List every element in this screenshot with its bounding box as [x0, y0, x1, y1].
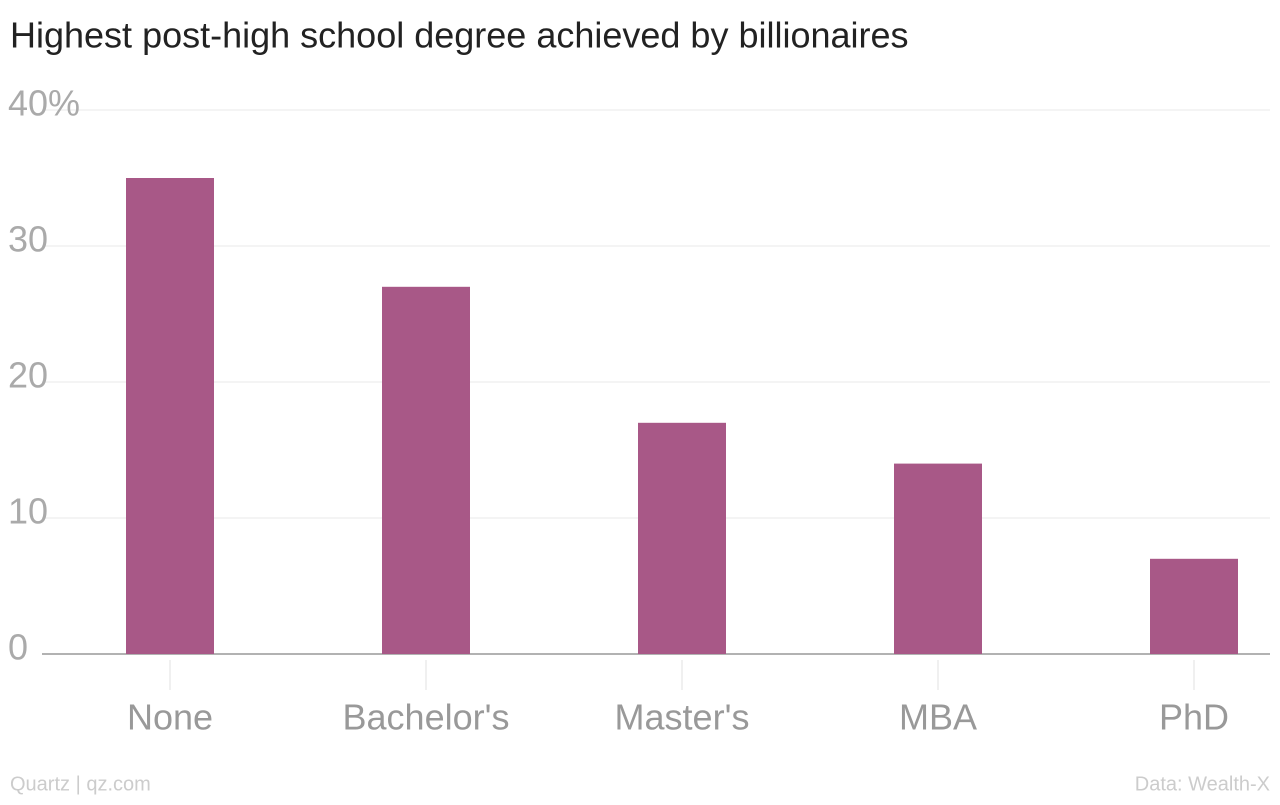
chart-title: Highest post-high school degree achieved…	[10, 15, 909, 56]
y-tick-label: 30	[8, 219, 48, 260]
bar	[382, 286, 470, 654]
x-tick-label: MBA	[899, 697, 977, 738]
source-left: Quartz | qz.com	[10, 773, 151, 795]
y-tick-label: 0	[8, 627, 28, 668]
y-tick-label: 40%	[8, 83, 80, 124]
bar	[1150, 558, 1238, 654]
x-tick-label: PhD	[1159, 697, 1229, 738]
bar	[126, 178, 214, 654]
y-tick-label: 10	[8, 491, 48, 532]
y-tick-label: 20	[8, 355, 48, 396]
bar	[638, 422, 726, 654]
source-right: Data: Wealth-X	[1135, 773, 1270, 795]
x-tick-label: Bachelor's	[343, 697, 510, 738]
bar	[894, 463, 982, 654]
x-tick-label: None	[127, 697, 213, 738]
x-tick-label: Master's	[615, 697, 750, 738]
